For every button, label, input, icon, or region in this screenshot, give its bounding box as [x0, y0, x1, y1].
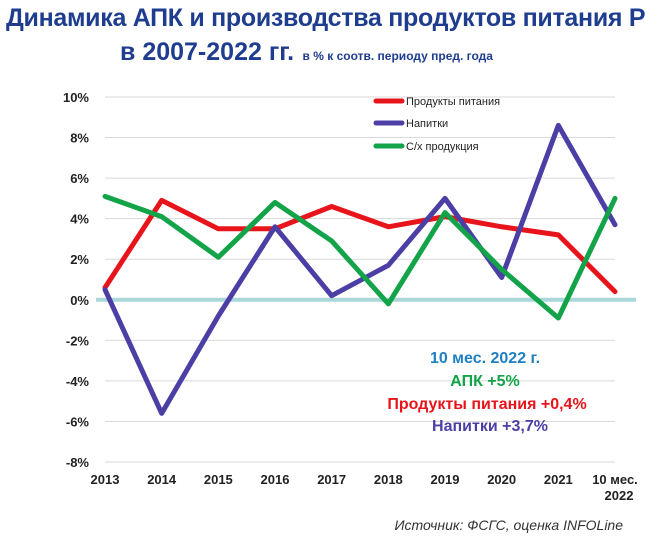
legend-label: Напитки [406, 118, 448, 130]
y-tick-label: -4% [66, 374, 90, 389]
annotation-drinks: Напитки +3,7% [432, 418, 548, 435]
chart-subtitle: в 2007-2022 гг. в % к соотв. периоду пре… [120, 38, 493, 67]
x-tick-label: 2014 [147, 472, 177, 487]
y-tick-label: 4% [70, 212, 89, 227]
y-tick-label: -6% [66, 414, 90, 429]
x-tick-label: 2020 [487, 472, 516, 487]
y-tick-label: 8% [70, 131, 89, 146]
annotation-period: 10 мес. 2022 г. [429, 350, 541, 367]
x-tick-label: 2016 [261, 472, 290, 487]
x-tick-label: 10 мес. [592, 472, 638, 487]
x-tick-label: 2017 [317, 472, 346, 487]
x-tick-label: 2019 [431, 472, 460, 487]
series-line-1 [102, 197, 618, 295]
x-tick-label: 2015 [204, 472, 233, 487]
source-note: Источник: ФСГС, оценка INFOLine [394, 517, 623, 533]
y-tick-label: 6% [70, 171, 89, 186]
x-tick-label: 2021 [544, 472, 573, 487]
chart-title: Динамика АПК и производства продуктов пи… [6, 4, 645, 32]
y-tick-label: 2% [70, 252, 89, 267]
x-tick-label: 2022 [605, 488, 634, 503]
series-line-2 [102, 122, 618, 416]
y-tick-label: 10% [63, 90, 89, 105]
y-tick-label: -8% [66, 455, 90, 470]
x-tick-label: 2018 [374, 472, 403, 487]
y-tick-label: 0% [70, 293, 89, 308]
annotation-food: Продукты питания +0,4% [387, 396, 587, 413]
series-line-3 [102, 193, 618, 321]
legend-label: Продукты питания [406, 96, 500, 108]
x-tick-label: 2013 [91, 472, 120, 487]
chart-unit-note: в % к соотв. периоду пред. года [302, 49, 493, 63]
chart-period: в 2007-2022 гг. [120, 38, 295, 66]
annotation-apk: АПК +5% [450, 373, 520, 390]
y-tick-label: -2% [66, 333, 90, 348]
legend-label: С/х продукция [406, 141, 479, 153]
